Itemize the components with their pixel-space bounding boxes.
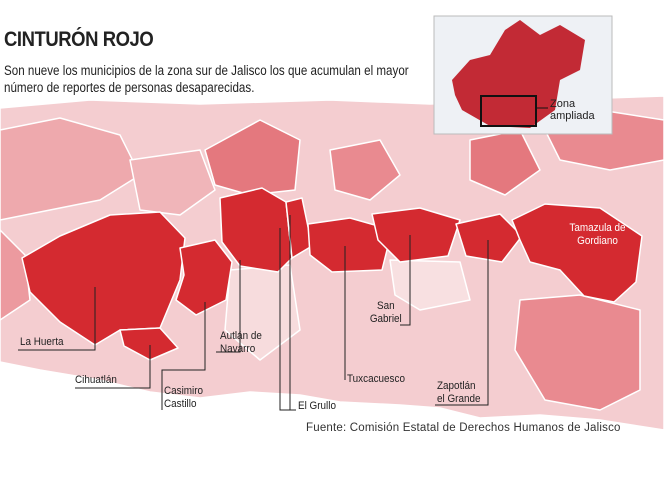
label-la-huerta: La Huerta (20, 336, 64, 348)
municipality-light (129, 149, 216, 216)
label-autlan: Autlán de Navarro (220, 330, 262, 355)
inset-label: Zona ampliada (550, 98, 595, 122)
inset-zoom-box (480, 95, 537, 127)
municipality-medium (204, 119, 301, 196)
page-subtitle: Son nueve los municipios de la zona sur … (4, 63, 409, 95)
page-title: CINTURÓN ROJO (4, 28, 154, 51)
label-tamazula: Tamazula de Gordiano (569, 222, 626, 247)
label-san-gabriel: San Gabriel (369, 300, 402, 325)
municipality-la-huerta[interactable] (21, 211, 186, 346)
municipality-medium (0, 229, 31, 321)
municipality-medium (329, 139, 401, 201)
municipality-zapotlan[interactable] (455, 213, 523, 263)
municipality-tuxcacuesco[interactable] (307, 217, 393, 273)
leader-lines (18, 215, 489, 411)
label-el-grullo: El Grullo (298, 400, 336, 412)
inset-map (433, 15, 613, 135)
municipality-autlan[interactable] (219, 187, 293, 273)
label-cihuatlan: Cihuatlán (75, 374, 117, 386)
inset-jalisco-shape (452, 20, 585, 128)
source-note: Fuente: Comisión Estatal de Derechos Hum… (306, 422, 621, 434)
municipality-san-gabriel[interactable] (371, 207, 461, 263)
municipality-casimiro-castillo[interactable] (175, 239, 233, 316)
label-zapotlan: Zapotlán el Grande (437, 380, 481, 405)
municipality-tamazula[interactable] (511, 203, 643, 303)
municipality-light (0, 117, 141, 221)
municipality-cihuatlan[interactable] (119, 327, 179, 361)
label-tuxcacuesco: Tuxcacuesco (347, 373, 405, 385)
label-casimiro-castillo: Casimiro Castillo (164, 385, 204, 410)
